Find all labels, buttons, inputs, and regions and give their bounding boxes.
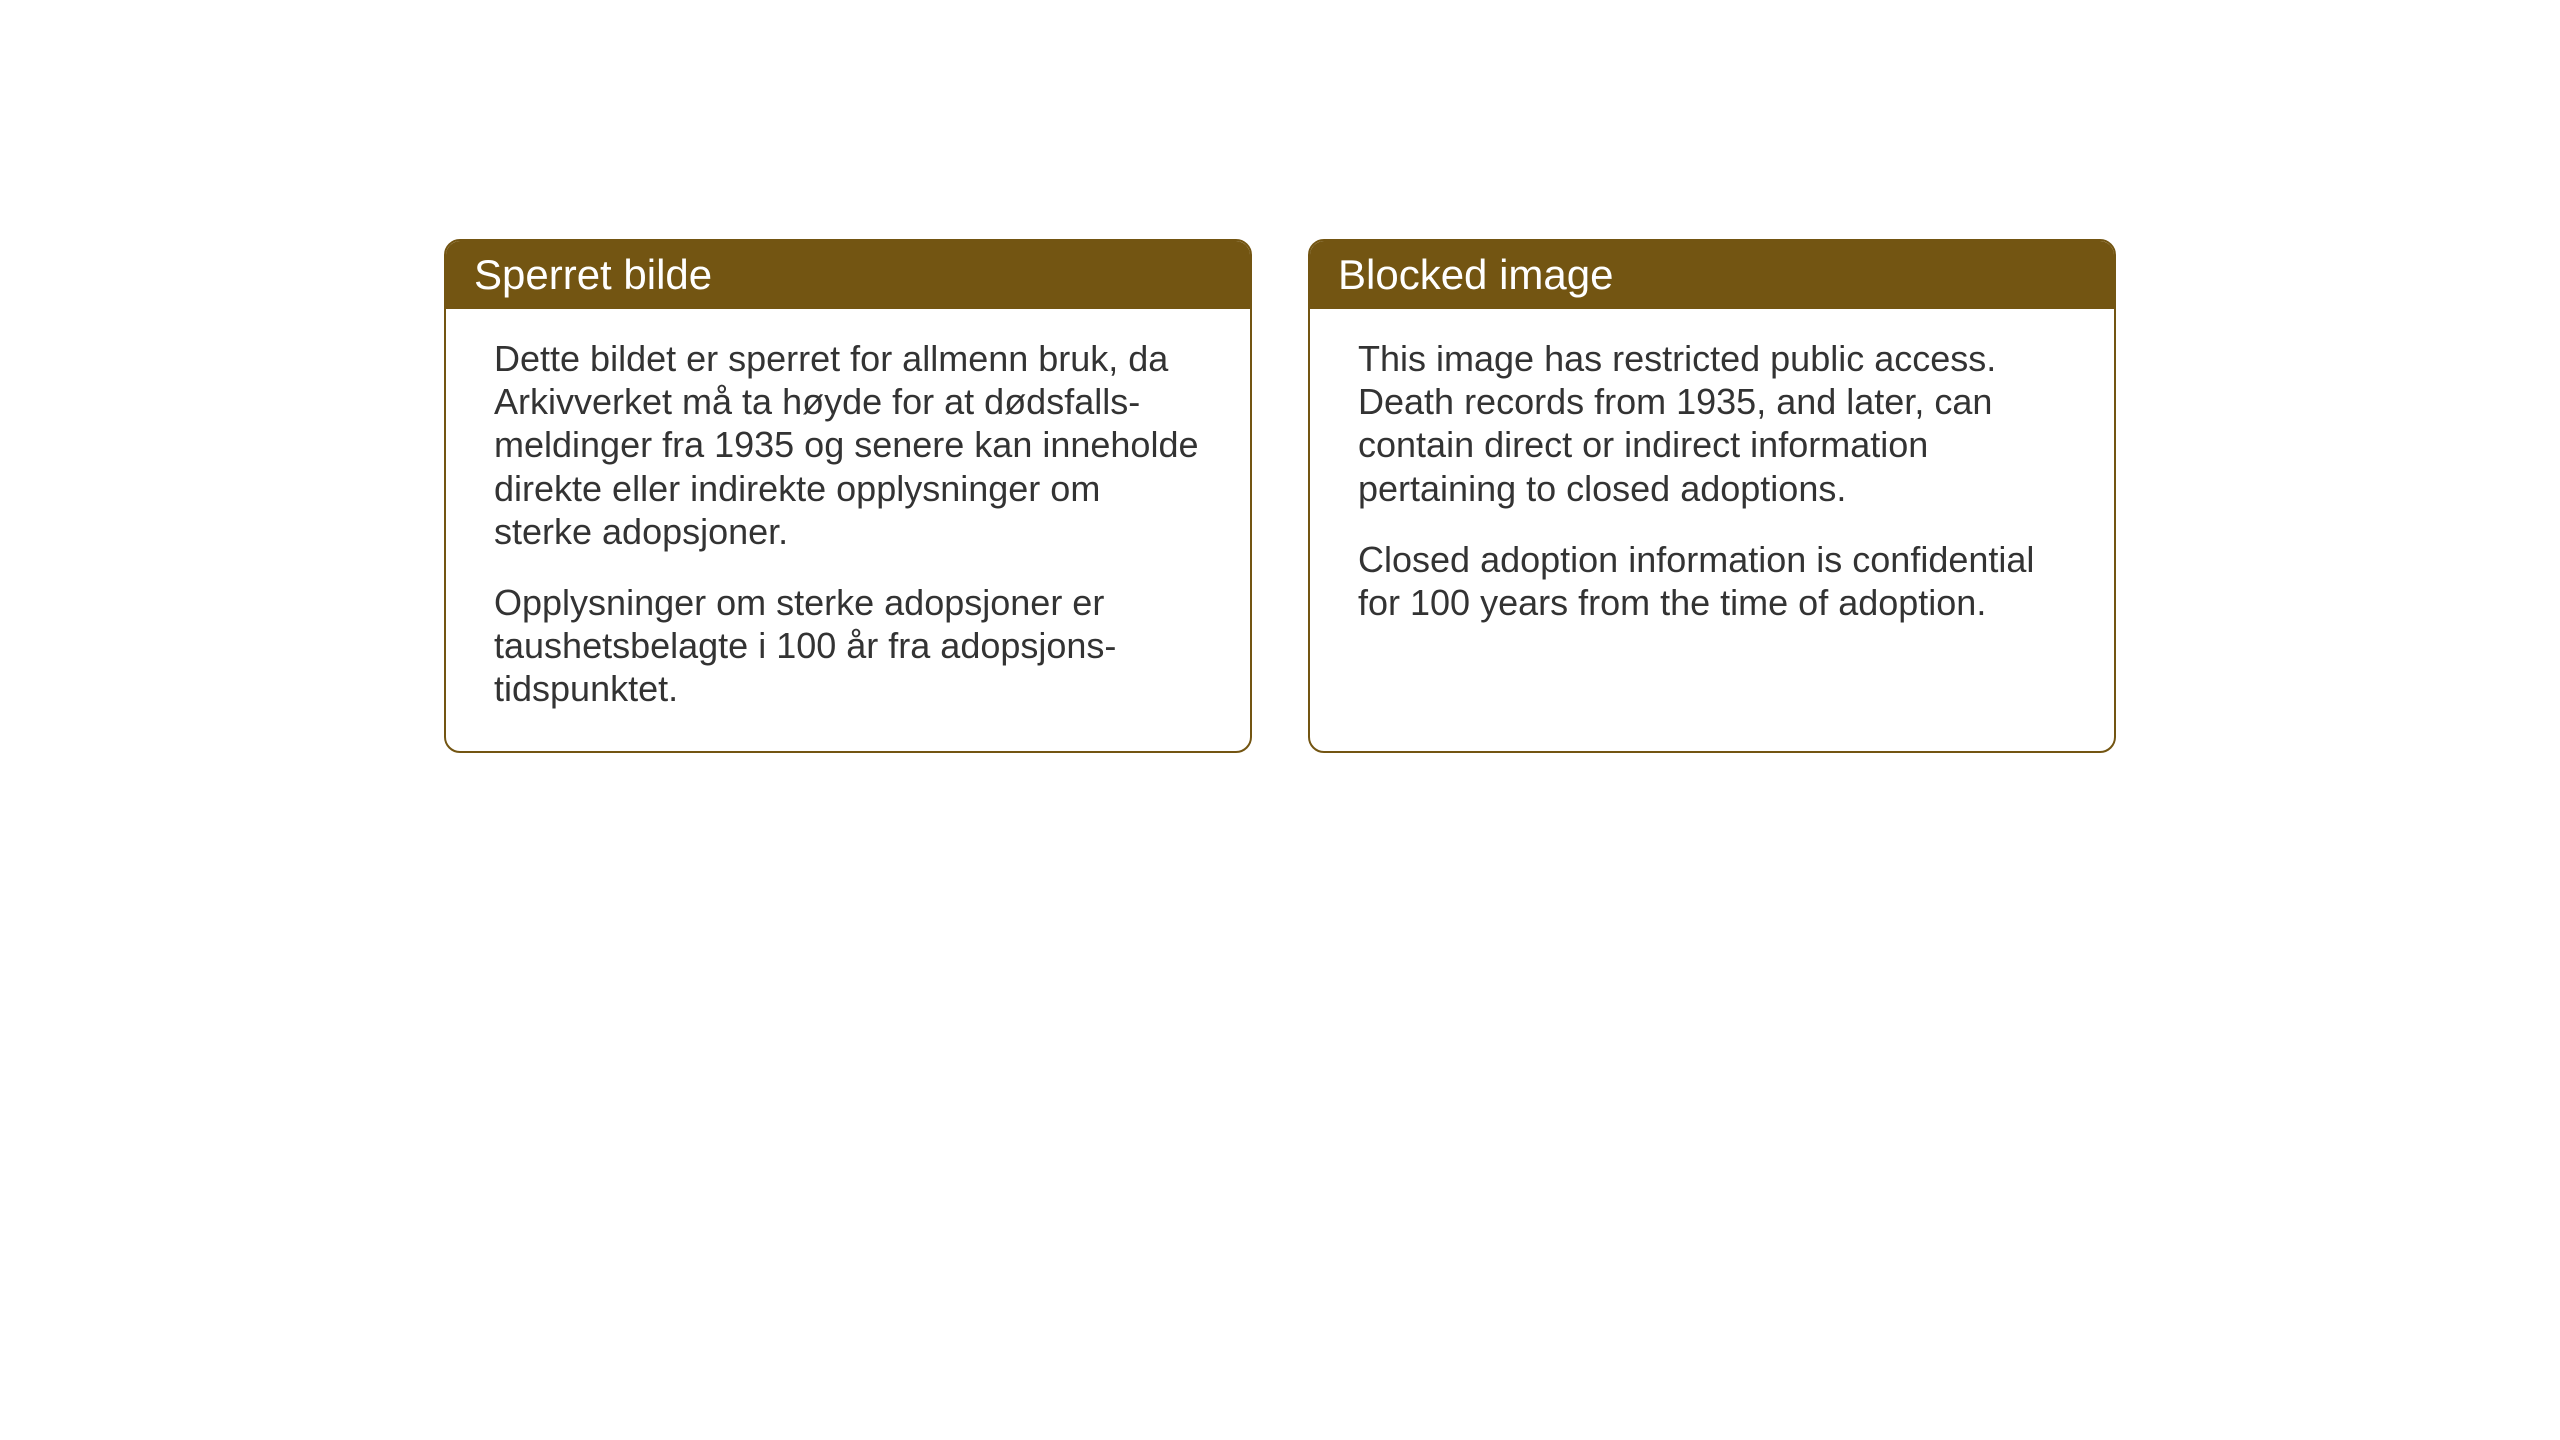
norwegian-paragraph-1: Dette bildet er sperret for allmenn bruk… (494, 337, 1202, 553)
english-paragraph-1: This image has restricted public access.… (1358, 337, 2066, 510)
english-card-title: Blocked image (1338, 251, 1613, 298)
norwegian-card-title: Sperret bilde (474, 251, 712, 298)
english-card: Blocked image This image has restricted … (1308, 239, 2116, 753)
english-paragraph-2: Closed adoption information is confident… (1358, 538, 2066, 624)
norwegian-card: Sperret bilde Dette bildet er sperret fo… (444, 239, 1252, 753)
norwegian-paragraph-2: Opplysninger om sterke adopsjoner er tau… (494, 581, 1202, 711)
english-card-header: Blocked image (1310, 241, 2114, 309)
cards-container: Sperret bilde Dette bildet er sperret fo… (444, 239, 2116, 753)
norwegian-card-body: Dette bildet er sperret for allmenn bruk… (446, 309, 1250, 751)
norwegian-card-header: Sperret bilde (446, 241, 1250, 309)
english-card-body: This image has restricted public access.… (1310, 309, 2114, 664)
